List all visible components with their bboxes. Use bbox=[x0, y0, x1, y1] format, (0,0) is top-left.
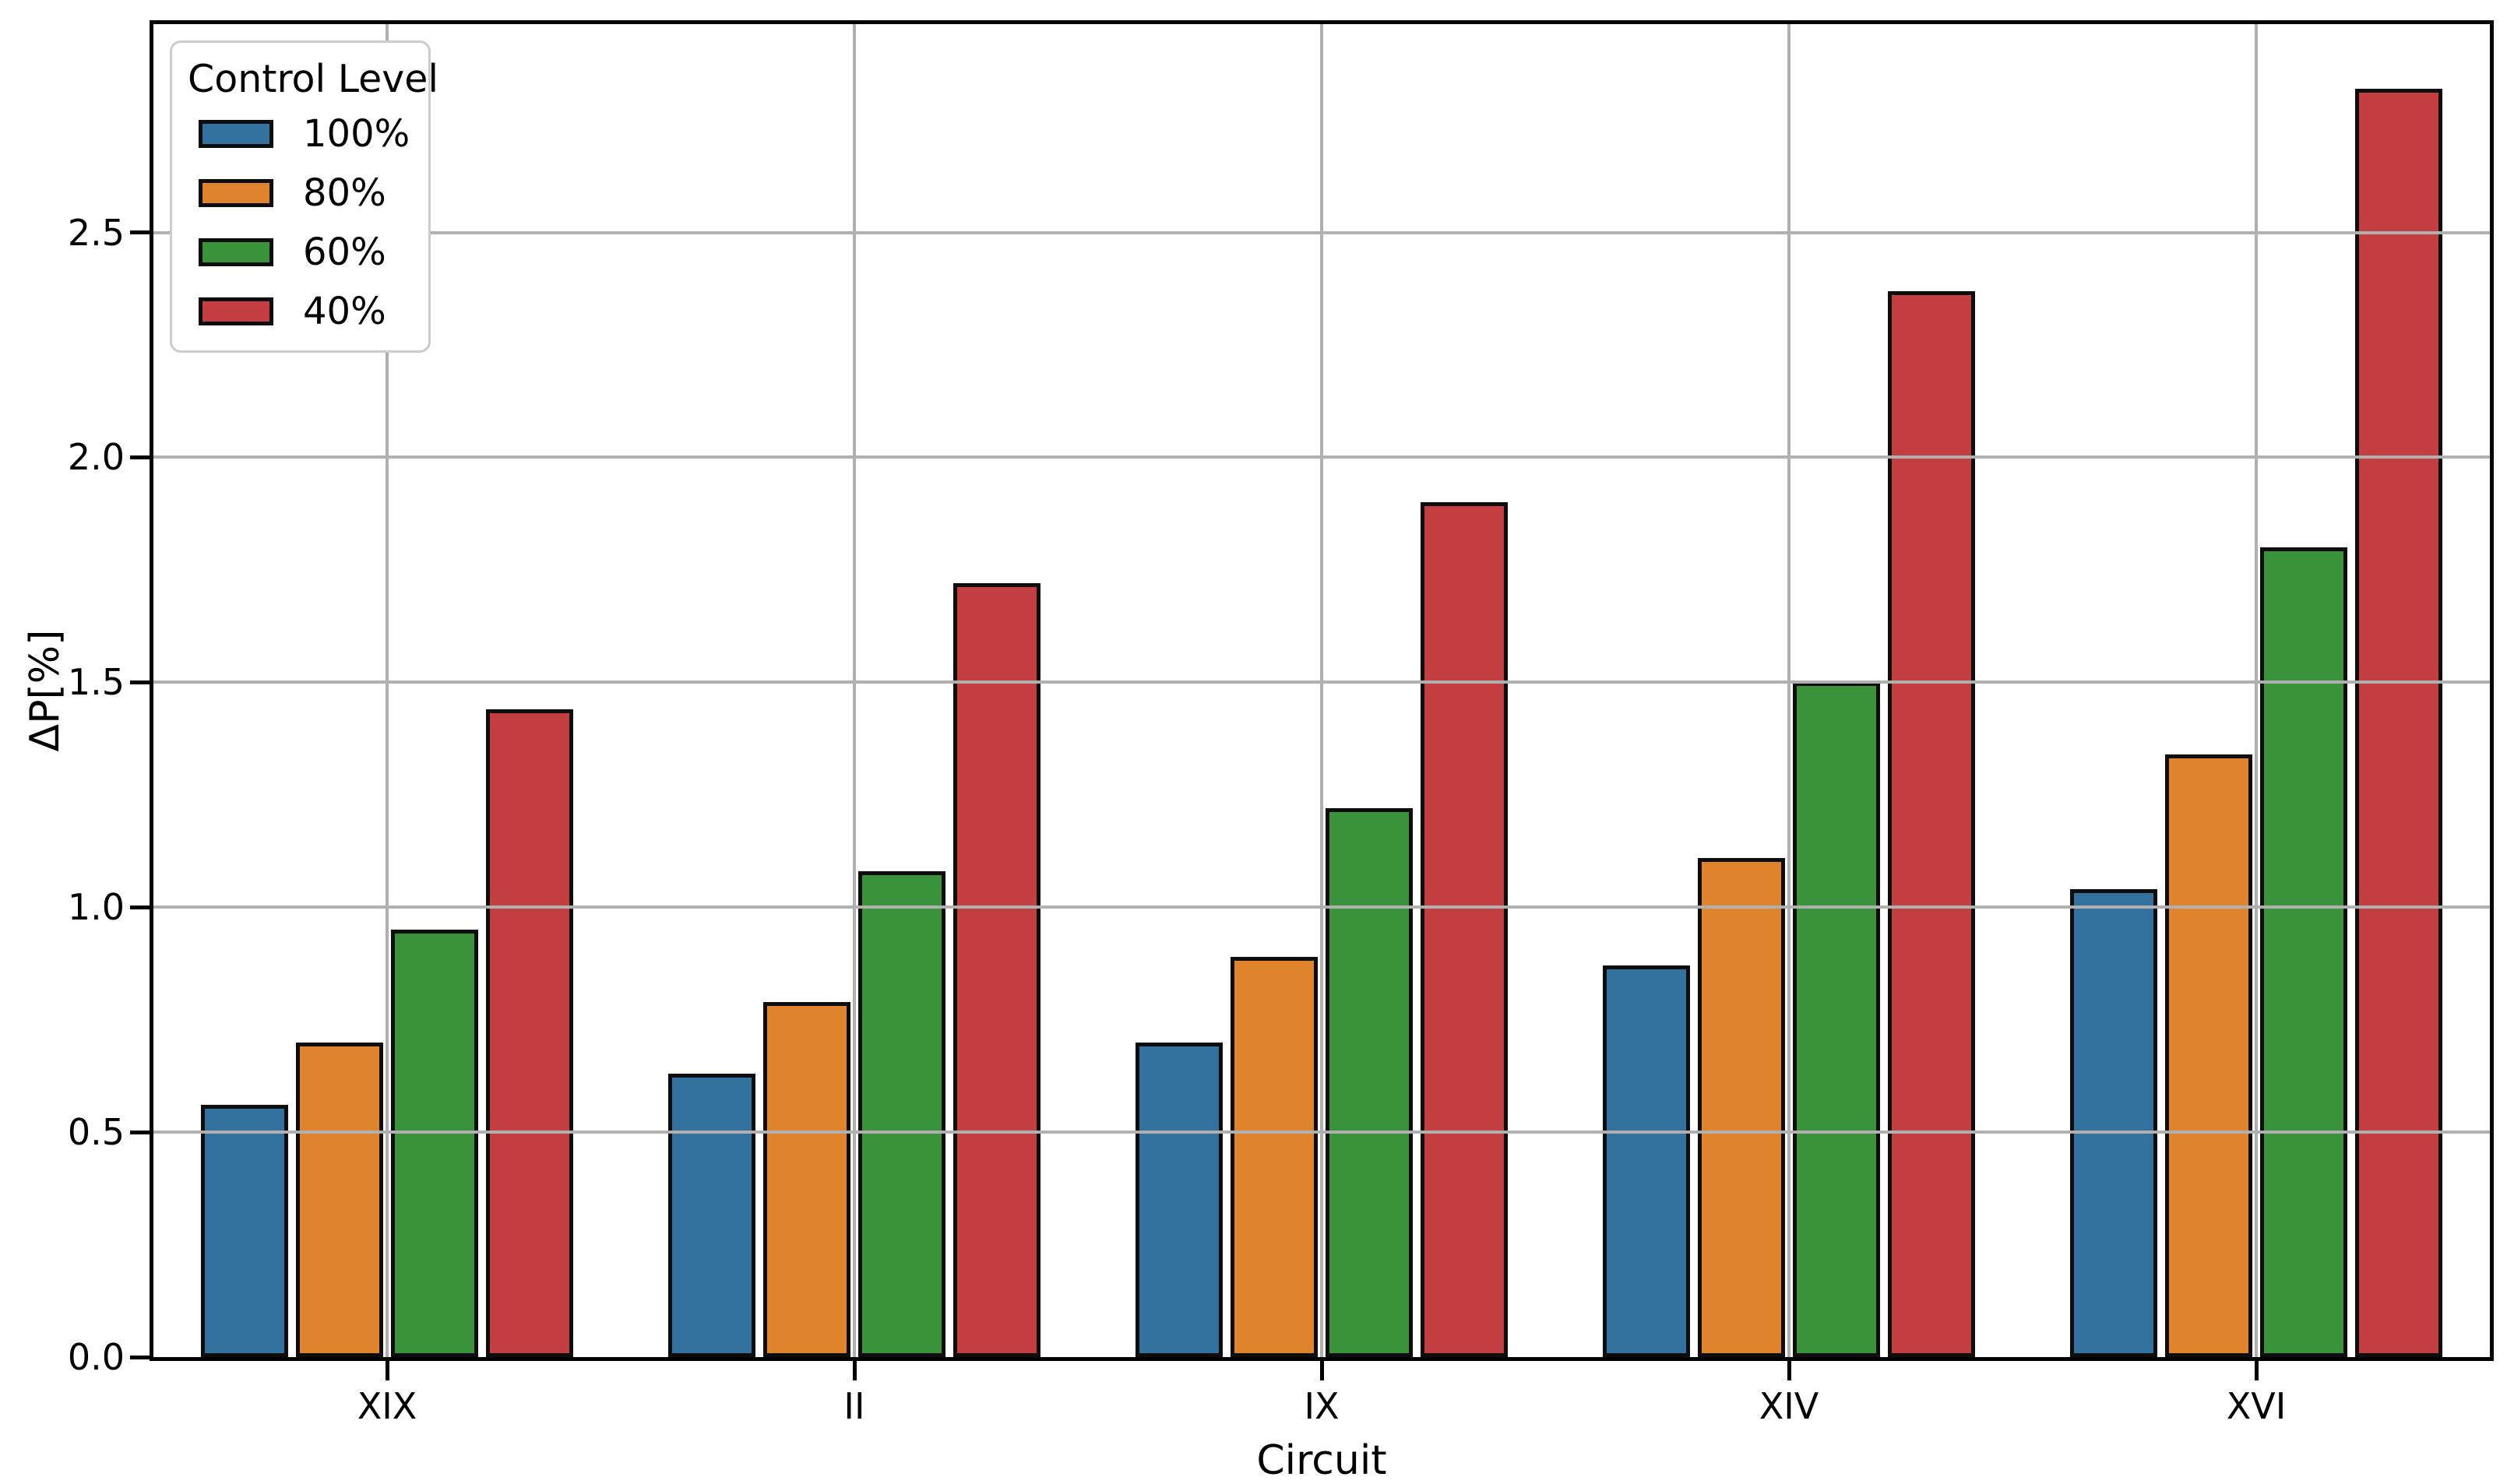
legend-item-label: 80% bbox=[303, 171, 386, 215]
bar-XIV-40% bbox=[1888, 290, 1975, 1357]
x-tick-label: XIV bbox=[1759, 1385, 1819, 1427]
x-gridline bbox=[1320, 24, 1323, 1357]
legend-item-label: 40% bbox=[303, 290, 386, 333]
bar-IX-80% bbox=[1231, 956, 1318, 1357]
bar-XVI-40% bbox=[2355, 88, 2442, 1357]
x-tick-label: XIX bbox=[357, 1385, 417, 1427]
y-tick-label: 1.0 bbox=[67, 886, 125, 929]
legend-swatch-icon bbox=[199, 238, 273, 266]
legend-item-label: 100% bbox=[303, 112, 410, 156]
plot-area bbox=[150, 20, 2494, 1361]
legend-item-60%: 60% bbox=[199, 230, 413, 274]
y-tick-mark bbox=[130, 230, 150, 235]
x-tick-mark bbox=[2254, 1361, 2259, 1380]
y-tick-mark bbox=[130, 1355, 150, 1359]
y-tick-label: 1.5 bbox=[67, 661, 125, 704]
bar-XIV-60% bbox=[1793, 682, 1880, 1357]
bar-XIX-100% bbox=[201, 1105, 288, 1357]
x-axis-label: Circuit bbox=[1256, 1437, 1387, 1484]
legend-item-100%: 100% bbox=[199, 112, 413, 156]
bar-II-60% bbox=[858, 870, 945, 1357]
y-tick-mark bbox=[130, 905, 150, 909]
x-tick-mark bbox=[1319, 1361, 1324, 1380]
bar-XVI-80% bbox=[2165, 754, 2252, 1357]
x-gridline bbox=[1787, 24, 1790, 1357]
y-tick-label: 0.5 bbox=[67, 1111, 125, 1154]
x-tick-mark bbox=[852, 1361, 857, 1380]
legend-item-40%: 40% bbox=[199, 290, 413, 333]
y-tick-label: 2.5 bbox=[67, 211, 125, 254]
bar-IX-100% bbox=[1136, 1042, 1223, 1357]
legend-item-80%: 80% bbox=[199, 171, 413, 215]
legend-swatch-icon bbox=[199, 297, 273, 325]
bar-XIX-80% bbox=[296, 1042, 383, 1357]
y-tick-label: 0.0 bbox=[67, 1336, 125, 1378]
y-tick-mark bbox=[130, 680, 150, 684]
x-tick-label: XVI bbox=[2226, 1385, 2287, 1427]
bar-XIV-100% bbox=[1603, 965, 1690, 1357]
legend-swatch-icon bbox=[199, 120, 273, 148]
legend-title: Control Level bbox=[188, 57, 439, 101]
x-gridline bbox=[2255, 24, 2258, 1357]
bar-IX-60% bbox=[1326, 808, 1413, 1357]
y-tick-label: 2.0 bbox=[67, 436, 125, 479]
legend-items: 100% 80% 60% 40% bbox=[188, 112, 413, 333]
x-tick-mark bbox=[1787, 1361, 1791, 1380]
y-tick-mark bbox=[130, 1130, 150, 1134]
bar-II-40% bbox=[953, 583, 1040, 1357]
y-tick-mark bbox=[130, 455, 150, 459]
x-gridline bbox=[386, 24, 389, 1357]
legend-swatch-icon bbox=[199, 179, 273, 207]
x-tick-mark bbox=[385, 1361, 389, 1380]
legend: Control Level 100% 80% 60% 40% bbox=[170, 40, 439, 353]
x-gridline bbox=[853, 24, 856, 1357]
bar-XVI-60% bbox=[2260, 547, 2347, 1357]
bar-XVI-100% bbox=[2070, 889, 2157, 1357]
bar-II-100% bbox=[668, 1073, 755, 1357]
bar-II-80% bbox=[763, 1001, 850, 1357]
x-tick-label: IX bbox=[1304, 1385, 1340, 1427]
x-tick-label: II bbox=[843, 1385, 865, 1427]
bar-XIV-80% bbox=[1698, 857, 1785, 1357]
bar-XIX-60% bbox=[391, 930, 478, 1357]
bar-IX-40% bbox=[1421, 502, 1508, 1357]
bar-XIX-40% bbox=[486, 709, 573, 1357]
legend-item-label: 60% bbox=[303, 230, 386, 274]
